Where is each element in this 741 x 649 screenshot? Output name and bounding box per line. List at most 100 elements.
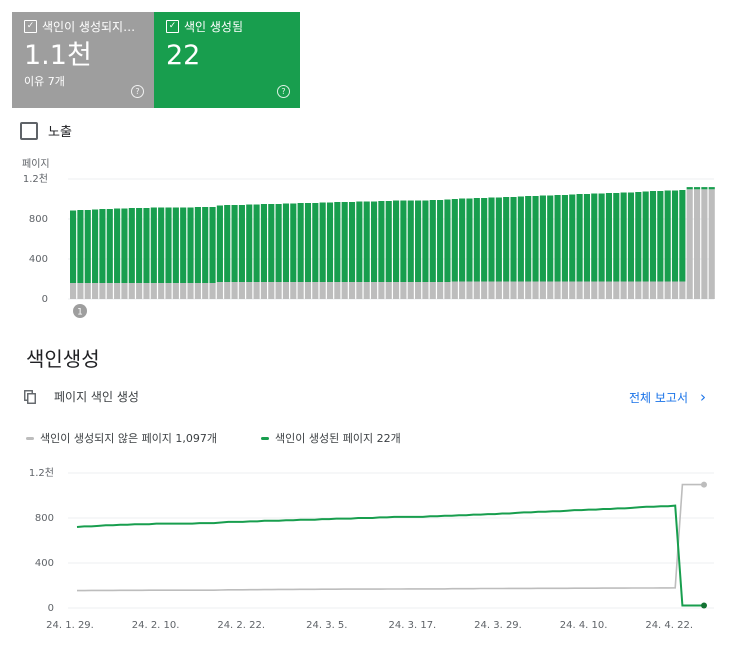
bar-not-indexed bbox=[282, 282, 290, 299]
full-report-link[interactable]: 전체 보고서 › bbox=[629, 388, 706, 406]
help-icon[interactable]: ? bbox=[277, 85, 290, 98]
bar-indexed bbox=[326, 202, 334, 282]
bar-indexed bbox=[686, 187, 693, 190]
bar-indexed bbox=[532, 196, 539, 282]
not-indexed-value: 1.1천 bbox=[24, 40, 92, 71]
bar-indexed bbox=[481, 198, 488, 282]
bar-not-indexed bbox=[627, 281, 635, 299]
bar-indexed bbox=[341, 202, 348, 282]
bar-indexed bbox=[510, 197, 517, 282]
bar-indexed bbox=[77, 210, 84, 283]
bar-indexed bbox=[547, 195, 554, 282]
bar-not-indexed bbox=[172, 283, 179, 299]
bar-not-indexed bbox=[209, 283, 216, 299]
y-tick-label: 0 bbox=[48, 603, 54, 614]
bar-indexed bbox=[312, 203, 319, 282]
bar-not-indexed bbox=[422, 282, 429, 299]
bar-indexed bbox=[407, 200, 414, 282]
bar-indexed bbox=[209, 207, 216, 283]
bar-indexed bbox=[539, 195, 546, 282]
bar-not-indexed bbox=[312, 282, 319, 299]
report-label: 페이지 색인 생성 bbox=[54, 390, 139, 404]
bar-not-indexed bbox=[561, 281, 568, 299]
bar-not-indexed bbox=[224, 282, 231, 299]
bar-not-indexed bbox=[393, 282, 400, 299]
bar-indexed bbox=[385, 201, 392, 282]
bar-indexed bbox=[554, 195, 561, 282]
bar-indexed bbox=[304, 203, 312, 282]
line-indexed bbox=[76, 504, 704, 607]
bar-not-indexed bbox=[231, 282, 238, 299]
y-tick-label: 800 bbox=[35, 513, 54, 524]
bar-indexed bbox=[400, 200, 407, 282]
bar-indexed bbox=[569, 194, 576, 282]
bar-indexed bbox=[635, 192, 642, 282]
bar-indexed bbox=[495, 197, 502, 282]
bar-indexed bbox=[297, 203, 304, 282]
bar-not-indexed bbox=[194, 283, 201, 299]
bar-not-indexed bbox=[583, 281, 591, 299]
bar-not-indexed bbox=[649, 281, 657, 299]
bar-not-indexed bbox=[326, 282, 334, 299]
not-indexed-reasons: 이유 7개 bbox=[24, 75, 65, 88]
pages-bar-chart: 페이지 0 400 800 1.2천 1 bbox=[22, 158, 715, 318]
bar-indexed bbox=[158, 207, 165, 283]
bar-indexed bbox=[613, 193, 620, 282]
bar-indexed bbox=[517, 196, 524, 282]
bar-not-indexed bbox=[341, 282, 348, 299]
bar-not-indexed bbox=[517, 281, 524, 299]
bar-indexed bbox=[701, 187, 708, 190]
bar-not-indexed bbox=[187, 283, 194, 299]
bar-not-indexed bbox=[268, 282, 275, 299]
bar-not-indexed bbox=[297, 282, 304, 299]
indexed-value: 22 bbox=[166, 40, 201, 71]
bar-not-indexed bbox=[143, 283, 150, 299]
legend-not-indexed-label: 색인이 생성되지 않은 페이지 1,097개 bbox=[40, 432, 218, 445]
bar-indexed bbox=[224, 205, 231, 282]
bar-not-indexed bbox=[275, 282, 282, 299]
bar-indexed bbox=[92, 209, 99, 283]
bar-indexed bbox=[378, 201, 385, 282]
bar-not-indexed bbox=[503, 281, 510, 299]
bar-indexed bbox=[172, 207, 179, 283]
x-tick-label: 24. 3. 17. bbox=[389, 620, 437, 631]
bar-not-indexed bbox=[92, 283, 99, 299]
bar-indexed bbox=[143, 208, 150, 283]
bar-indexed bbox=[671, 190, 679, 282]
bar-indexed bbox=[649, 191, 657, 282]
bar-indexed bbox=[525, 196, 532, 282]
indexed-card[interactable]: ✓ 색인 생성됨 22 ? bbox=[154, 12, 300, 108]
x-tick-label: 24. 4. 10. bbox=[560, 620, 608, 631]
help-icon[interactable]: ? bbox=[131, 85, 144, 98]
full-report-label: 전체 보고서 bbox=[629, 390, 689, 405]
bar-indexed bbox=[708, 187, 715, 190]
checkbox-checked-icon[interactable]: ✓ bbox=[24, 20, 37, 33]
checkbox-checked-icon[interactable]: ✓ bbox=[166, 20, 179, 33]
bar-not-indexed bbox=[114, 283, 121, 299]
bar-indexed bbox=[363, 201, 370, 282]
y-tick-label: 1.2천 bbox=[29, 467, 54, 479]
bar-not-indexed bbox=[444, 282, 451, 299]
annotation-label: 1 bbox=[77, 308, 83, 318]
bar-not-indexed bbox=[70, 283, 77, 299]
not-indexed-card[interactable]: ✓ 색인이 생성되지… 1.1천 이유 7개 ? bbox=[12, 12, 154, 108]
bar-indexed bbox=[231, 205, 238, 282]
bar-not-indexed bbox=[591, 281, 598, 299]
bar-indexed bbox=[319, 202, 326, 282]
bar-not-indexed bbox=[488, 281, 495, 299]
bar-not-indexed bbox=[613, 281, 620, 299]
impressions-toggle[interactable]: 노출 bbox=[20, 121, 72, 140]
bar-not-indexed bbox=[459, 281, 466, 299]
line-end-point bbox=[701, 602, 707, 609]
legend-swatch-green bbox=[261, 436, 269, 440]
bar-indexed bbox=[642, 191, 649, 282]
bar-not-indexed bbox=[554, 281, 561, 299]
bar-not-indexed bbox=[246, 282, 253, 299]
bar-indexed bbox=[275, 204, 282, 282]
bar-not-indexed bbox=[363, 282, 370, 299]
bar-indexed bbox=[422, 200, 429, 282]
bar-indexed bbox=[444, 199, 451, 282]
checkbox-unchecked-icon[interactable] bbox=[20, 121, 38, 140]
bar-indexed bbox=[334, 202, 341, 282]
bar-not-indexed bbox=[429, 282, 436, 299]
